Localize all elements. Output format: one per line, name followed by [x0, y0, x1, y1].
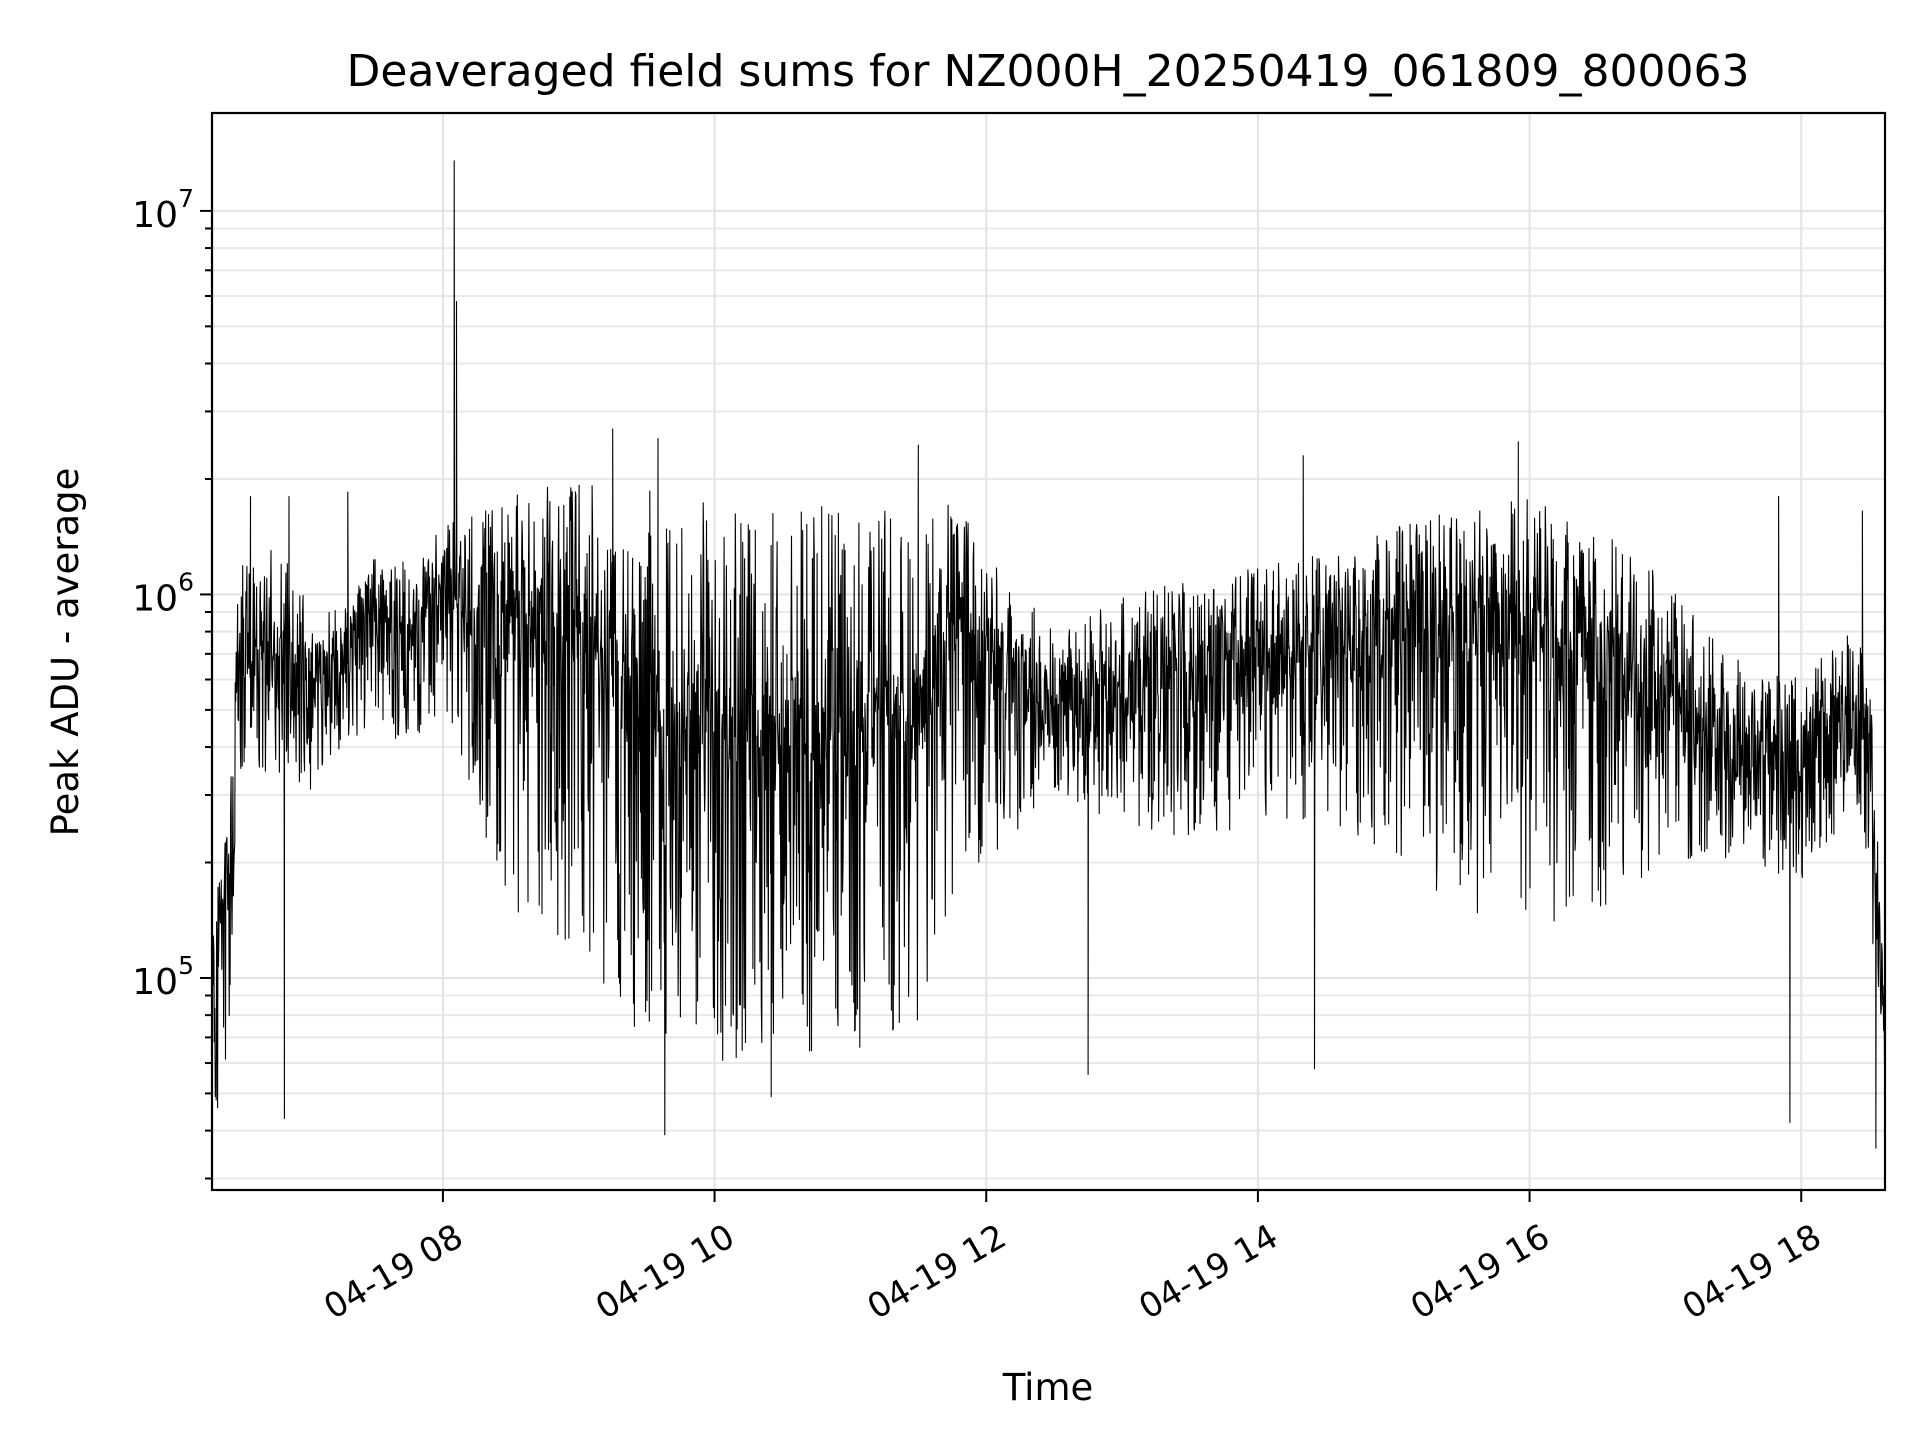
- y-tick-label: 106: [132, 567, 194, 619]
- y-tick-exponent: 7: [178, 184, 194, 213]
- y-tick-base: 10: [132, 962, 178, 1003]
- y-tick-label: 105: [132, 951, 194, 1003]
- x-axis-label: Time: [1002, 1366, 1094, 1409]
- y-axis-label: Peak ADU - average: [44, 468, 87, 837]
- chart-title: Deaveraged field sums for NZ000H_2025041…: [347, 46, 1750, 97]
- plot-frame: [210, 111, 1887, 1192]
- axis-ticks: [200, 209, 1803, 1202]
- series-group: [211, 160, 1886, 1149]
- y-tick-base: 10: [132, 195, 178, 236]
- y-tick-exponent: 5: [178, 951, 194, 980]
- series-line: [211, 160, 1886, 1149]
- y-tick-base: 10: [132, 578, 178, 619]
- y-tick-exponent: 6: [178, 567, 194, 596]
- y-tick-label: 107: [132, 184, 194, 236]
